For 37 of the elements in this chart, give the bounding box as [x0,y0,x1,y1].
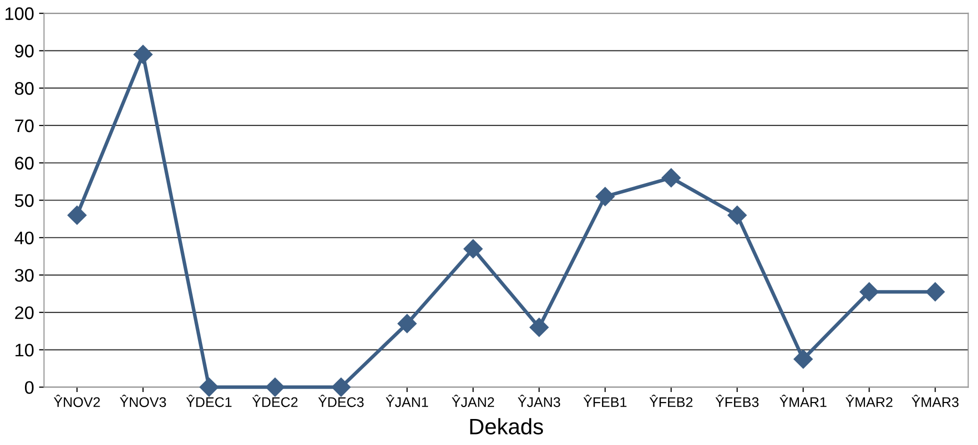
point [860,282,879,302]
x-tick-label: ŶJAN1 [386,394,428,408]
y-tick-label: 90 [15,44,34,58]
y-tick-label: 20 [15,306,34,320]
y-tick-label: 100 [6,7,34,20]
x-tick-label: ŶJAN2 [452,394,494,408]
point [464,239,483,258]
x-tick-label: ŶDEC2 [252,394,298,408]
y-tick-label: 30 [14,268,34,282]
point [134,44,153,64]
y-tick-label: 0 [24,381,34,394]
y-tick-label: 40 [14,232,34,244]
x-tick-label: ŶNOV3 [120,394,166,408]
x-tick-label: ŶMAR1 [780,394,826,407]
point [596,186,615,206]
point [662,168,681,188]
point [530,318,549,337]
x-tick-label: ŶFEB2 [649,394,692,407]
point [926,282,945,302]
x-tick-label: ŶDEC3 [318,394,364,408]
x-tick-label: ŶJAN3 [518,394,560,408]
x-tick-label: ŶFEB3 [715,394,759,408]
y-tick-label: 70 [15,119,34,132]
y-tick-label: 80 [14,82,34,95]
x-tick-label: ŶMAR3 [912,394,959,408]
y-tick-label: 10 [16,344,34,356]
point [398,314,417,334]
x-axis-title: Dekads [470,418,543,434]
point [728,206,747,225]
x-tick-label: ŶMAR2 [846,394,892,407]
y-tick-label: 50 [14,194,34,207]
x-tick-label: ŶDEC1 [186,394,232,408]
point [67,206,87,225]
x-tick-label: ŶNOV2 [54,394,100,408]
y-tick-label: 60 [15,156,34,170]
point [794,350,813,369]
x-tick-label: ŶFEB1 [583,394,626,407]
